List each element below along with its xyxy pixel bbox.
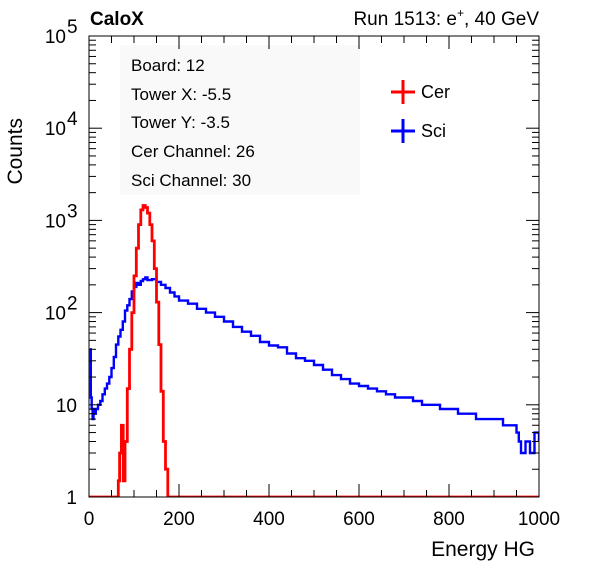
info-line-cer-channel: Cer Channel: 26 xyxy=(131,142,255,161)
y-tick-label: 10 xyxy=(56,396,77,417)
x-tick-label: 0 xyxy=(84,509,95,530)
info-line-board: Board: 12 xyxy=(131,56,205,75)
legend: Cer Sci xyxy=(391,80,450,143)
legend-marker-cer xyxy=(391,80,415,104)
x-tick-label: 400 xyxy=(253,509,285,530)
run-label-particle: + xyxy=(457,6,464,20)
x-tick-label: 1000 xyxy=(518,509,560,530)
y-axis-title: Counts xyxy=(4,118,27,185)
y-tick-label: 10 xyxy=(45,27,66,48)
series-line-sci xyxy=(89,276,539,455)
info-line-tower-y: Tower Y: -3.5 xyxy=(131,113,230,132)
x-tick-label: 200 xyxy=(163,509,195,530)
series-line-cer xyxy=(89,204,539,497)
run-label-suffix: , 40 GeV xyxy=(464,9,539,30)
series-layer xyxy=(89,204,539,497)
experiment-label: CaloX xyxy=(90,9,144,30)
y-tick-label-exponent: 3 xyxy=(67,201,78,222)
y-tick-label-exponent: 4 xyxy=(67,109,78,130)
info-line-sci-channel: Sci Channel: 30 xyxy=(131,171,251,190)
y-tick-label: 10 xyxy=(45,211,66,232)
y-tick-label: 1 xyxy=(66,488,77,509)
legend-label-cer: Cer xyxy=(421,82,450,102)
x-tick-label: 600 xyxy=(343,509,375,530)
info-line-tower-x: Tower X: -5.5 xyxy=(131,85,231,104)
legend-label-sci: Sci xyxy=(421,121,446,141)
y-tick-label-exponent: 2 xyxy=(67,294,78,315)
x-axis-title: Energy HG xyxy=(431,538,535,561)
y-tick-label-exponent: 5 xyxy=(67,17,78,38)
info-box xyxy=(120,45,360,195)
run-label-prefix: Run 1513: e xyxy=(353,9,457,30)
y-tick-label: 10 xyxy=(45,304,66,325)
y-tick-label: 10 xyxy=(45,119,66,140)
x-tick-label: 800 xyxy=(433,509,465,530)
legend-marker-sci xyxy=(391,119,415,143)
run-label: Run 1513: e+, 40 GeV xyxy=(353,6,539,30)
